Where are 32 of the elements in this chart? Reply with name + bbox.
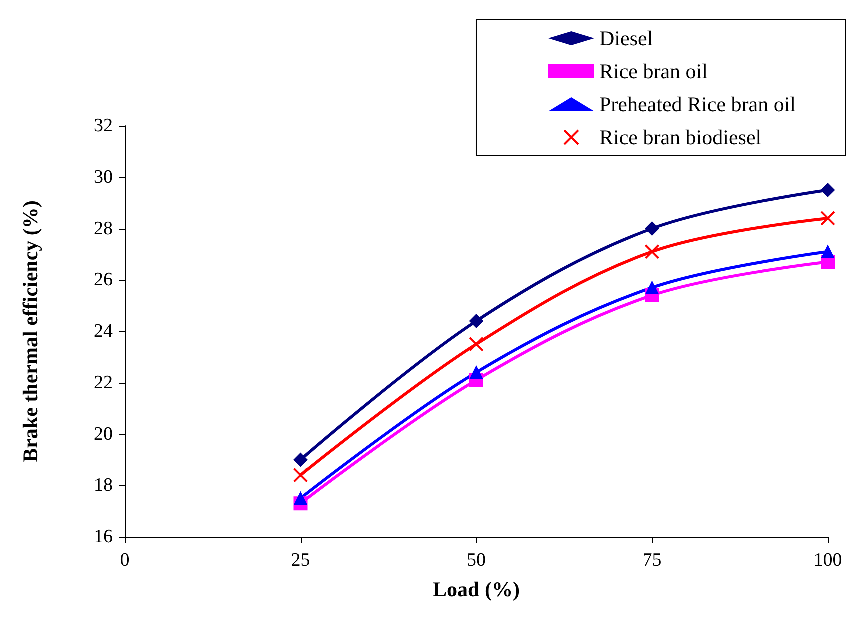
- point: [469, 336, 484, 352]
- point: [645, 222, 660, 236]
- y-tick-label: 20: [94, 424, 113, 445]
- y-tick-label: 16: [94, 526, 113, 548]
- point: [470, 314, 484, 328]
- y-tick-label: 22: [94, 372, 113, 394]
- y-tick-label: 24: [94, 321, 114, 342]
- legend-label: Diesel: [599, 26, 654, 50]
- y-tick-label: 30: [94, 166, 113, 188]
- legend-label: Rice bran oil: [599, 60, 708, 84]
- x-tick-label: 75: [642, 550, 662, 571]
- x-tick-label: 0: [120, 550, 130, 571]
- point: [644, 244, 660, 260]
- point: [470, 366, 483, 380]
- legend-label: Preheated Rice bran oil: [599, 92, 796, 116]
- x-tick-label: 25: [291, 550, 310, 571]
- y-tick-label: 28: [94, 218, 113, 240]
- x-tick-label: 50: [467, 550, 486, 571]
- point: [293, 468, 308, 483]
- y-tick-label: 18: [94, 475, 113, 496]
- point: [820, 210, 836, 226]
- y-axis-title: Brake thermal efficiency (%): [18, 200, 42, 462]
- point: [294, 452, 308, 467]
- x-axis-title: Load (%): [433, 578, 520, 602]
- x-tick-label: 100: [814, 550, 842, 571]
- legend-label: Rice bran biodiesel: [599, 126, 762, 150]
- point: [294, 492, 308, 505]
- point: [646, 281, 659, 294]
- point: [822, 245, 834, 258]
- point: [821, 183, 835, 198]
- y-tick-label: 32: [94, 116, 113, 136]
- y-tick-label: 26: [94, 270, 113, 291]
